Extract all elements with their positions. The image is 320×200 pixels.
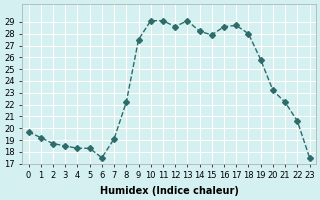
X-axis label: Humidex (Indice chaleur): Humidex (Indice chaleur) [100,186,238,196]
